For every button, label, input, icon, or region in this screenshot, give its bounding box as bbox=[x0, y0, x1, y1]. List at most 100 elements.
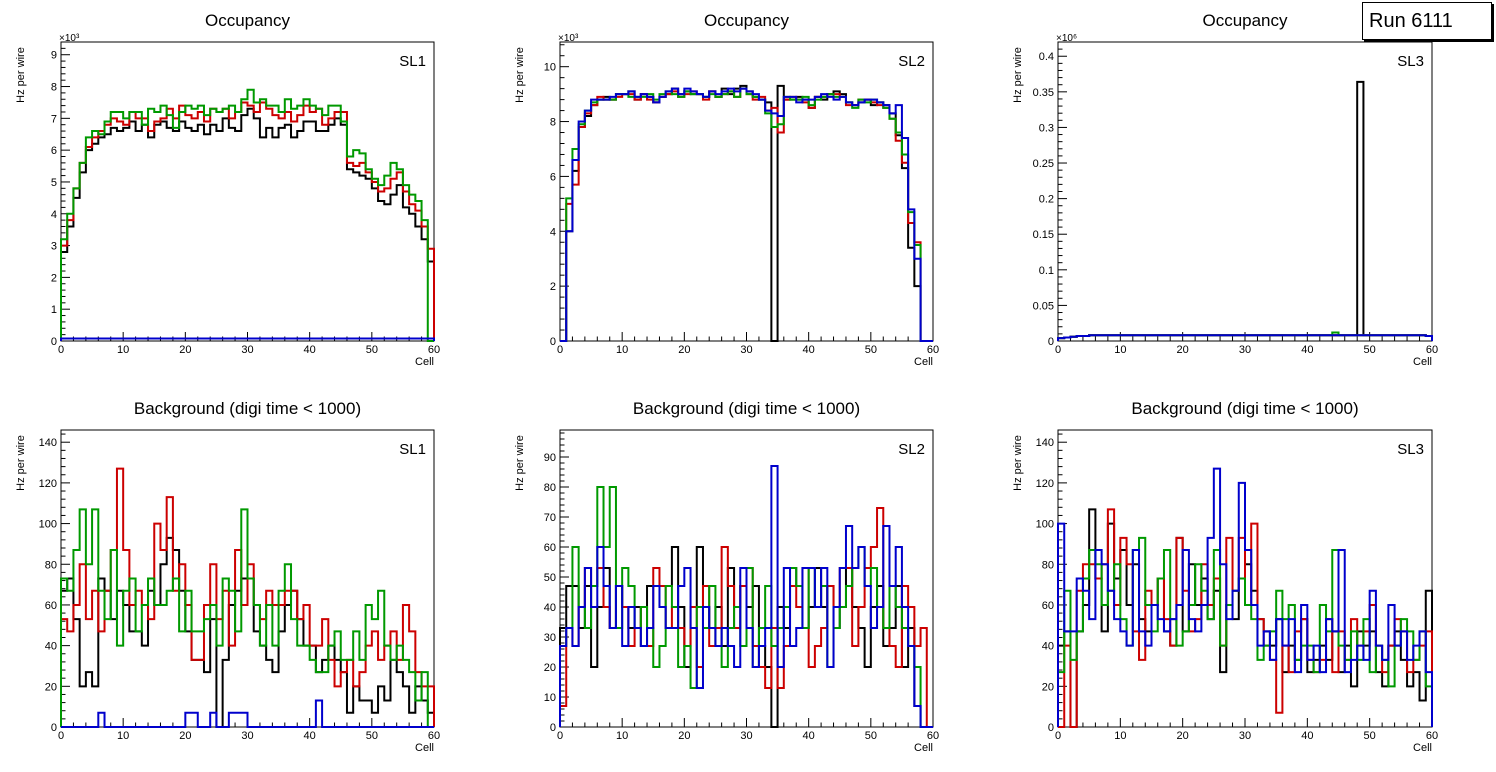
y-tick-label: 120 bbox=[1036, 478, 1054, 490]
y-tick-label: 7 bbox=[51, 113, 57, 125]
y-tick-label: 6 bbox=[51, 145, 57, 157]
y-tick-label: 20 bbox=[544, 662, 556, 674]
superlayer-label: SL2 bbox=[898, 441, 925, 458]
x-axis-label: Cell bbox=[1413, 742, 1432, 754]
y-axis-label: Hz per wire bbox=[15, 47, 27, 103]
x-tick-label: 20 bbox=[179, 344, 191, 356]
y-tick-label: 4 bbox=[51, 209, 57, 221]
x-tick-label: 20 bbox=[179, 730, 191, 742]
chart-title: Background (digi time < 1000) bbox=[633, 399, 860, 418]
y-tick-label: 9 bbox=[51, 50, 57, 62]
y-tick-label: 0.2 bbox=[1039, 194, 1054, 206]
x-tick-label: 60 bbox=[927, 730, 939, 742]
y-tick-label: 5 bbox=[51, 177, 57, 189]
x-axis-label: Cell bbox=[914, 356, 933, 368]
x-tick-label: 40 bbox=[1301, 344, 1313, 356]
y-tick-label: 2 bbox=[550, 281, 556, 293]
x-tick-label: 30 bbox=[740, 730, 752, 742]
superlayer-label: SL3 bbox=[1397, 53, 1424, 70]
y-tick-label: 100 bbox=[1036, 519, 1054, 531]
x-tick-label: 60 bbox=[927, 344, 939, 356]
series-green-histogram bbox=[560, 87, 933, 342]
y-tick-label: 20 bbox=[1042, 681, 1054, 693]
y-tick-label: 80 bbox=[45, 559, 57, 571]
y-tick-label: 60 bbox=[1042, 600, 1054, 612]
series-green-histogram bbox=[60, 88, 434, 342]
chart-title: Occupancy bbox=[205, 11, 291, 30]
y-tick-label: 0.1 bbox=[1039, 265, 1054, 277]
x-axis-label: Cell bbox=[415, 356, 434, 368]
y-tick-label: 80 bbox=[544, 482, 556, 494]
y-axis-label: Hz per wire bbox=[15, 435, 27, 491]
y-tick-label: 0 bbox=[1048, 722, 1054, 734]
y-tick-label: 40 bbox=[544, 602, 556, 614]
x-tick-label: 50 bbox=[865, 344, 877, 356]
chart-title: Occupancy bbox=[1202, 11, 1288, 30]
x-tick-label: 30 bbox=[740, 344, 752, 356]
series-green-histogram bbox=[1057, 536, 1433, 727]
y-axis-exponent: ×10³ bbox=[59, 33, 80, 44]
run-label-box: Run 6111 bbox=[1362, 2, 1492, 40]
x-tick-label: 0 bbox=[557, 344, 563, 356]
series-blue-histogram bbox=[559, 465, 933, 728]
y-tick-label: 3 bbox=[51, 241, 57, 253]
superlayer-label: SL1 bbox=[399, 441, 426, 458]
y-tick-label: 0 bbox=[550, 722, 556, 734]
y-tick-label: 50 bbox=[544, 572, 556, 584]
y-tick-label: 0 bbox=[51, 336, 57, 348]
y-tick-label: 80 bbox=[1042, 559, 1054, 571]
y-axis-label: Hz per wire bbox=[1012, 435, 1024, 491]
chart-title: Occupancy bbox=[704, 11, 790, 30]
x-tick-label: 10 bbox=[616, 344, 628, 356]
series-green-histogram bbox=[60, 508, 434, 728]
y-tick-label: 2 bbox=[51, 272, 57, 284]
y-tick-label: 0.15 bbox=[1033, 229, 1054, 241]
x-tick-label: 0 bbox=[1055, 344, 1061, 356]
chart-panel-4: Background (digi time < 1000) SL1 Hz per w… bbox=[15, 399, 440, 754]
y-tick-label: 0 bbox=[550, 336, 556, 348]
y-tick-label: 0.35 bbox=[1033, 87, 1054, 99]
chart-title: Background (digi time < 1000) bbox=[1131, 399, 1358, 418]
x-tick-label: 40 bbox=[803, 344, 815, 356]
y-tick-label: 40 bbox=[1042, 641, 1054, 653]
x-tick-label: 50 bbox=[1364, 730, 1376, 742]
x-tick-label: 40 bbox=[304, 344, 316, 356]
x-tick-label: 0 bbox=[58, 344, 64, 356]
y-tick-label: 0 bbox=[1048, 336, 1054, 348]
x-tick-label: 30 bbox=[1239, 730, 1251, 742]
x-tick-label: 10 bbox=[616, 730, 628, 742]
plot-frame bbox=[1057, 41, 1433, 342]
x-tick-label: 10 bbox=[1114, 730, 1126, 742]
x-tick-label: 30 bbox=[241, 730, 253, 742]
x-axis-label: Cell bbox=[1413, 356, 1432, 368]
x-tick-label: 0 bbox=[58, 730, 64, 742]
y-tick-label: 10 bbox=[544, 62, 556, 74]
chart-panel-6: Background (digi time < 1000) SL3 Hz per w… bbox=[1012, 399, 1438, 754]
x-tick-label: 40 bbox=[304, 730, 316, 742]
x-tick-label: 20 bbox=[1177, 730, 1189, 742]
x-axis-label: Cell bbox=[415, 742, 434, 754]
y-tick-label: 20 bbox=[45, 681, 57, 693]
superlayer-label: SL1 bbox=[399, 53, 426, 70]
series-red-histogram bbox=[560, 87, 933, 342]
series-black-histogram bbox=[1057, 80, 1433, 341]
x-tick-label: 0 bbox=[557, 730, 563, 742]
run-label: Run 6111 bbox=[1369, 10, 1453, 32]
series-blue-histogram bbox=[60, 337, 435, 341]
y-tick-label: 0.25 bbox=[1033, 158, 1054, 170]
series-black-histogram bbox=[560, 84, 933, 342]
y-tick-label: 0.05 bbox=[1033, 300, 1054, 312]
x-tick-label: 50 bbox=[1364, 344, 1376, 356]
y-tick-label: 0.4 bbox=[1039, 51, 1054, 63]
series-blue-histogram bbox=[1057, 467, 1433, 727]
x-tick-label: 40 bbox=[803, 730, 815, 742]
y-tick-label: 40 bbox=[45, 641, 57, 653]
y-axis-label: Hz per wire bbox=[514, 435, 526, 491]
chart-panel-3: Occupancy SL3 Hz per wire Cell ×10⁶ 0 10 20 30 40… bbox=[1012, 11, 1438, 368]
x-tick-label: 40 bbox=[1301, 730, 1313, 742]
x-tick-label: 60 bbox=[428, 344, 440, 356]
y-axis-exponent: ×10³ bbox=[558, 33, 579, 44]
y-tick-label: 6 bbox=[550, 171, 556, 183]
